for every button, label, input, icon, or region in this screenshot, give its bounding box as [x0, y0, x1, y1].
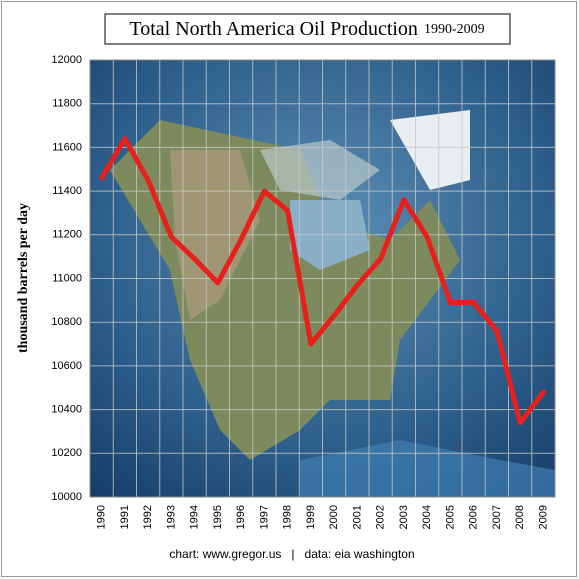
x-tick-label: 2003 [398, 505, 410, 529]
y-tick-label: 10800 [51, 316, 82, 328]
title: Total North America Oil Production 1990-2… [129, 18, 484, 40]
y-axis-label: thousand barrels per day [16, 203, 31, 353]
x-tick-label: 2006 [468, 505, 480, 529]
x-tick-label: 1992 [142, 505, 154, 529]
y-tick-label: 10200 [51, 447, 82, 459]
title-box [104, 13, 511, 45]
x-tick-label: 1993 [165, 505, 177, 529]
x-tick-label: 2004 [421, 505, 433, 529]
data-line [99, 136, 546, 426]
y-tick-label: 11400 [52, 185, 82, 197]
y-tick-label: 11000 [52, 272, 82, 284]
y-tick-label: 10000 [51, 491, 82, 503]
y-tick-label: 11600 [52, 141, 82, 153]
title-main: Total North America Oil Production [129, 18, 418, 40]
y-tick-label: 11800 [52, 98, 82, 110]
x-tick-label: 2009 [537, 505, 549, 529]
x-tick-label: 2005 [444, 505, 456, 529]
x-tick-label: 1997 [258, 505, 270, 529]
x-tick-label: 1991 [119, 505, 131, 529]
y-tick-label: 11200 [52, 229, 82, 241]
x-tick-label: 1999 [305, 505, 317, 529]
y-tick-label: 12000 [51, 54, 82, 66]
plot-border [89, 59, 556, 498]
x-tick-label: 2007 [491, 505, 503, 529]
y-tick-label: 10600 [51, 360, 82, 372]
subtitle: 1990-2009 [424, 22, 485, 37]
x-tick-label: 2008 [514, 505, 526, 529]
x-tick-label: 1990 [96, 505, 108, 529]
x-tick-label: 1996 [235, 505, 247, 529]
footer: chart: www.gregor.us | data: eia washing… [169, 547, 414, 561]
x-tick-label: 1994 [189, 505, 201, 529]
x-tick-label: 1998 [282, 505, 294, 529]
x-tick-label: 2001 [351, 505, 363, 529]
x-tick-label: 2000 [328, 505, 340, 529]
x-tick-label: 1995 [212, 505, 224, 529]
y-tick-label: 10400 [51, 404, 82, 416]
x-tick-label: 2002 [375, 505, 387, 529]
